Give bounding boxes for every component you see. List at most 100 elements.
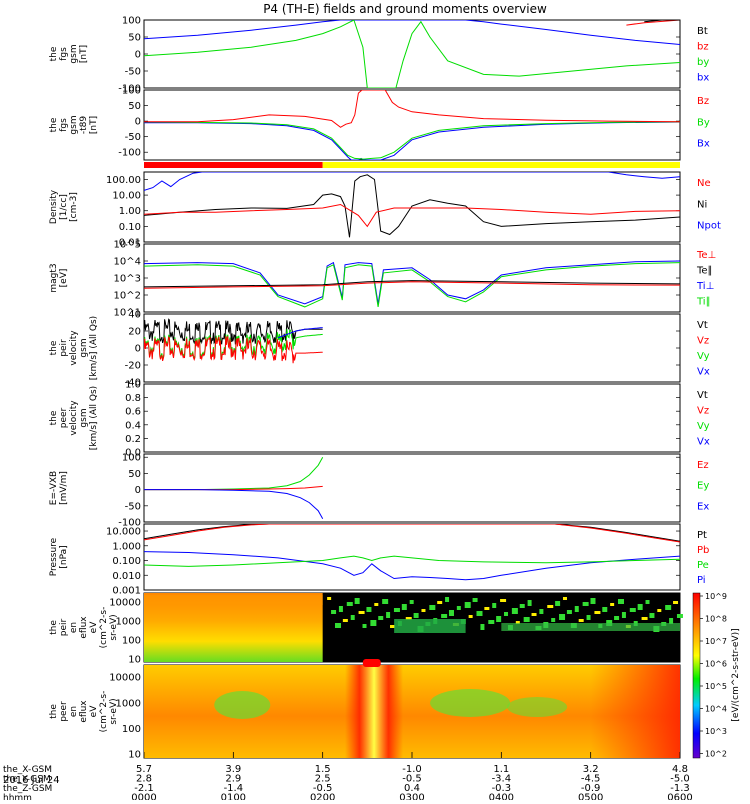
colorbar-tick-label: 10^6 xyxy=(705,660,727,669)
spectrogram-speckle xyxy=(618,599,625,604)
colorbar-tick-label: 10^9 xyxy=(705,592,727,601)
ylabel-line: magt3 xyxy=(49,263,59,292)
panel-peer-velocity: the peer velocity gsm [km/s] (All Qs) 1.0 0.8 0… xyxy=(49,380,710,459)
spectrogram-speckle xyxy=(559,614,566,620)
ylabel-line: [eV] xyxy=(59,269,69,288)
panel-temperature: magt3 [eV] 10^5 10^4 10^3 10^2 10^1 Te⊥ Te∥ Ti⊥ Ti… xyxy=(49,240,716,319)
legend-label: Pe xyxy=(697,560,709,571)
ylabel-line: sr-eV) xyxy=(109,614,119,640)
spectrogram-speckle xyxy=(586,615,591,620)
spectrogram-blob xyxy=(430,689,511,717)
legend-label: Ni xyxy=(697,199,707,210)
ytick-label: 0.8 xyxy=(125,393,141,404)
time-row-label: the_Y-GSM xyxy=(3,775,51,785)
ylabel-line: [mV/m] xyxy=(59,471,69,505)
legend-label: Ez xyxy=(697,460,709,471)
time-tick-label: -1.4 xyxy=(224,783,244,794)
spectrogram-speckle xyxy=(488,620,495,624)
legend-label: Vx xyxy=(697,437,710,448)
ytick-label: -50 xyxy=(125,501,141,512)
legend-label: Pi xyxy=(697,575,706,586)
ytick-label: 0.4 xyxy=(125,420,141,431)
spectrogram-speckle xyxy=(496,616,502,622)
spectrogram-core xyxy=(345,665,404,758)
series-bt-line xyxy=(644,20,680,23)
ylabel-line: [1/cc] xyxy=(59,194,69,220)
panel-density: Density [1/cc] [cm-3] 100.00 10.00 1.00 0.10 0.… xyxy=(49,171,721,249)
panel-frame xyxy=(143,171,681,243)
spectrogram-speckle xyxy=(523,617,530,622)
spectrogram-speckle xyxy=(456,606,461,610)
panel-peir-velocity: the peir velocity gsm [km/s] (All Qs) 40 20 0 -2… xyxy=(49,310,710,389)
series-ex-line xyxy=(144,489,324,520)
series-pt-line xyxy=(144,524,680,542)
legend-label: Te∥ xyxy=(696,266,713,277)
ylabel-line: peir xyxy=(59,339,69,357)
ylabel-line: gsm xyxy=(69,44,79,63)
spectrogram-speckle xyxy=(362,624,367,628)
ytick-label: -100 xyxy=(118,148,141,159)
ytick-label: 10^3 xyxy=(114,274,141,285)
spectrogram-speckle xyxy=(334,623,341,628)
time-tick-label: -1.3 xyxy=(670,783,690,794)
ytick-label: -40 xyxy=(125,378,141,389)
spectrogram-speckle xyxy=(527,600,532,606)
spectrogram-speckle xyxy=(448,610,454,616)
ytick-label: 1000 xyxy=(116,698,141,709)
spectrogram-speckle xyxy=(519,604,525,608)
series-te⊥-line xyxy=(144,281,680,289)
spectrogram-speckle xyxy=(665,605,672,610)
ytick-label: 10 xyxy=(128,655,141,666)
spectrogram-speckle xyxy=(409,600,414,604)
ylabel-line: the xyxy=(49,704,59,719)
ytick-label: 0 xyxy=(135,344,141,355)
spectrogram-blob xyxy=(507,697,568,717)
spectrogram-speckle xyxy=(382,599,389,604)
legend-label: Bx xyxy=(697,139,710,150)
ylabel-line: en xyxy=(69,622,79,633)
spectrogram-band xyxy=(501,623,680,631)
ytick-label: 0.2 xyxy=(125,434,141,445)
ytick-label: 10 xyxy=(128,750,141,761)
spectrogram-speckle xyxy=(673,601,679,604)
ytick-label: -50 xyxy=(125,132,141,143)
spectrogram-speckle xyxy=(484,607,490,610)
ylabel-line: eV xyxy=(89,621,99,634)
series-pi-line xyxy=(144,551,680,581)
legend-label: Ne xyxy=(697,178,711,189)
ylabel-line: [nPa] xyxy=(59,545,69,568)
ytick-label: 10000 xyxy=(109,598,141,609)
time-row-label: the_X-GSM xyxy=(3,765,52,775)
ylabel-line: Density xyxy=(49,189,59,224)
series-by-line xyxy=(144,121,680,160)
series-ti⊥-line xyxy=(144,260,680,305)
ylabel-line: -t89 xyxy=(79,116,89,135)
ytick-label: 1000 xyxy=(116,617,141,628)
spectrogram-speckle xyxy=(342,619,348,622)
ytick-label: 10^5 xyxy=(114,240,141,251)
mode-segment xyxy=(144,162,323,168)
ytick-label: 0.6 xyxy=(125,407,141,418)
ytick-label: 100 xyxy=(122,16,141,27)
ylabel-line: (cm^2-s- xyxy=(99,607,109,649)
legend-label: Vt xyxy=(697,320,708,331)
spectrogram-speckle xyxy=(464,602,471,608)
spectrogram-speckle xyxy=(504,612,509,616)
spectrogram-speckle xyxy=(331,610,337,614)
ytick-label: 1.000 xyxy=(112,541,141,552)
ytick-label: -100 xyxy=(118,518,141,529)
plot-title: P4 (TH-E) fields and ground moments over… xyxy=(263,2,547,16)
series-te∥-line xyxy=(144,280,680,288)
time-tick-label: -3.4 xyxy=(492,774,512,785)
ylabel-line: [nT] xyxy=(79,45,89,63)
time-tick-label: -1.0 xyxy=(402,764,422,775)
spectrogram-speckle xyxy=(555,601,561,606)
spectrogram-speckle xyxy=(421,609,426,612)
ytick-label: 10^4 xyxy=(114,257,141,268)
series-bx-line xyxy=(144,121,680,160)
time-tick-label: 1.1 xyxy=(493,764,509,775)
legend-label: Bt xyxy=(697,26,708,37)
time-tick-label: 2.9 xyxy=(225,774,241,785)
ylabel-line: [nT] xyxy=(89,116,99,134)
spectrogram-speckle xyxy=(358,611,365,614)
